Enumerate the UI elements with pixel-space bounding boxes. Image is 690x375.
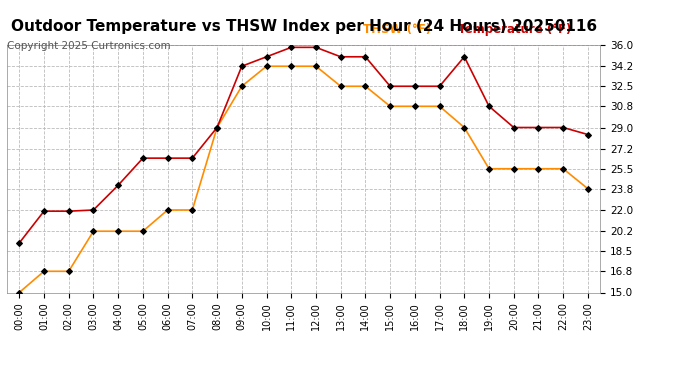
Point [558, 124, 569, 130]
Point [409, 103, 420, 109]
Text: Copyright 2025 Curtronics.com: Copyright 2025 Curtronics.com [7, 41, 170, 51]
Point [88, 228, 99, 234]
Point [533, 166, 544, 172]
Point [261, 63, 272, 69]
Point [434, 103, 445, 109]
Point [212, 124, 223, 130]
Text: Outdoor Temperature vs THSW Index per Hour (24 Hours) 20250116: Outdoor Temperature vs THSW Index per Ho… [10, 19, 597, 34]
Point [409, 83, 420, 89]
Point [582, 186, 593, 192]
Point [384, 103, 395, 109]
Point [533, 124, 544, 130]
Point [162, 155, 173, 161]
Point [459, 54, 470, 60]
Point [14, 240, 25, 246]
Point [360, 83, 371, 89]
Point [459, 124, 470, 130]
Point [63, 208, 75, 214]
Point [39, 208, 50, 214]
Text: THSW (°F): THSW (°F) [363, 23, 431, 36]
Point [236, 83, 247, 89]
Point [212, 124, 223, 130]
Text: Temperature (°F): Temperature (°F) [458, 23, 571, 36]
Point [112, 182, 124, 188]
Point [384, 83, 395, 89]
Point [509, 166, 520, 172]
Point [137, 228, 148, 234]
Point [39, 268, 50, 274]
Point [335, 83, 346, 89]
Point [360, 54, 371, 60]
Point [162, 207, 173, 213]
Point [310, 63, 322, 69]
Point [310, 44, 322, 50]
Point [137, 155, 148, 161]
Point [14, 290, 25, 296]
Point [558, 166, 569, 172]
Point [484, 166, 495, 172]
Point [286, 63, 297, 69]
Point [484, 103, 495, 109]
Point [236, 63, 247, 69]
Point [261, 54, 272, 60]
Point [63, 268, 75, 274]
Point [187, 155, 198, 161]
Point [335, 54, 346, 60]
Point [434, 83, 445, 89]
Point [582, 132, 593, 138]
Point [88, 207, 99, 213]
Point [112, 228, 124, 234]
Point [509, 124, 520, 130]
Point [286, 44, 297, 50]
Point [187, 207, 198, 213]
